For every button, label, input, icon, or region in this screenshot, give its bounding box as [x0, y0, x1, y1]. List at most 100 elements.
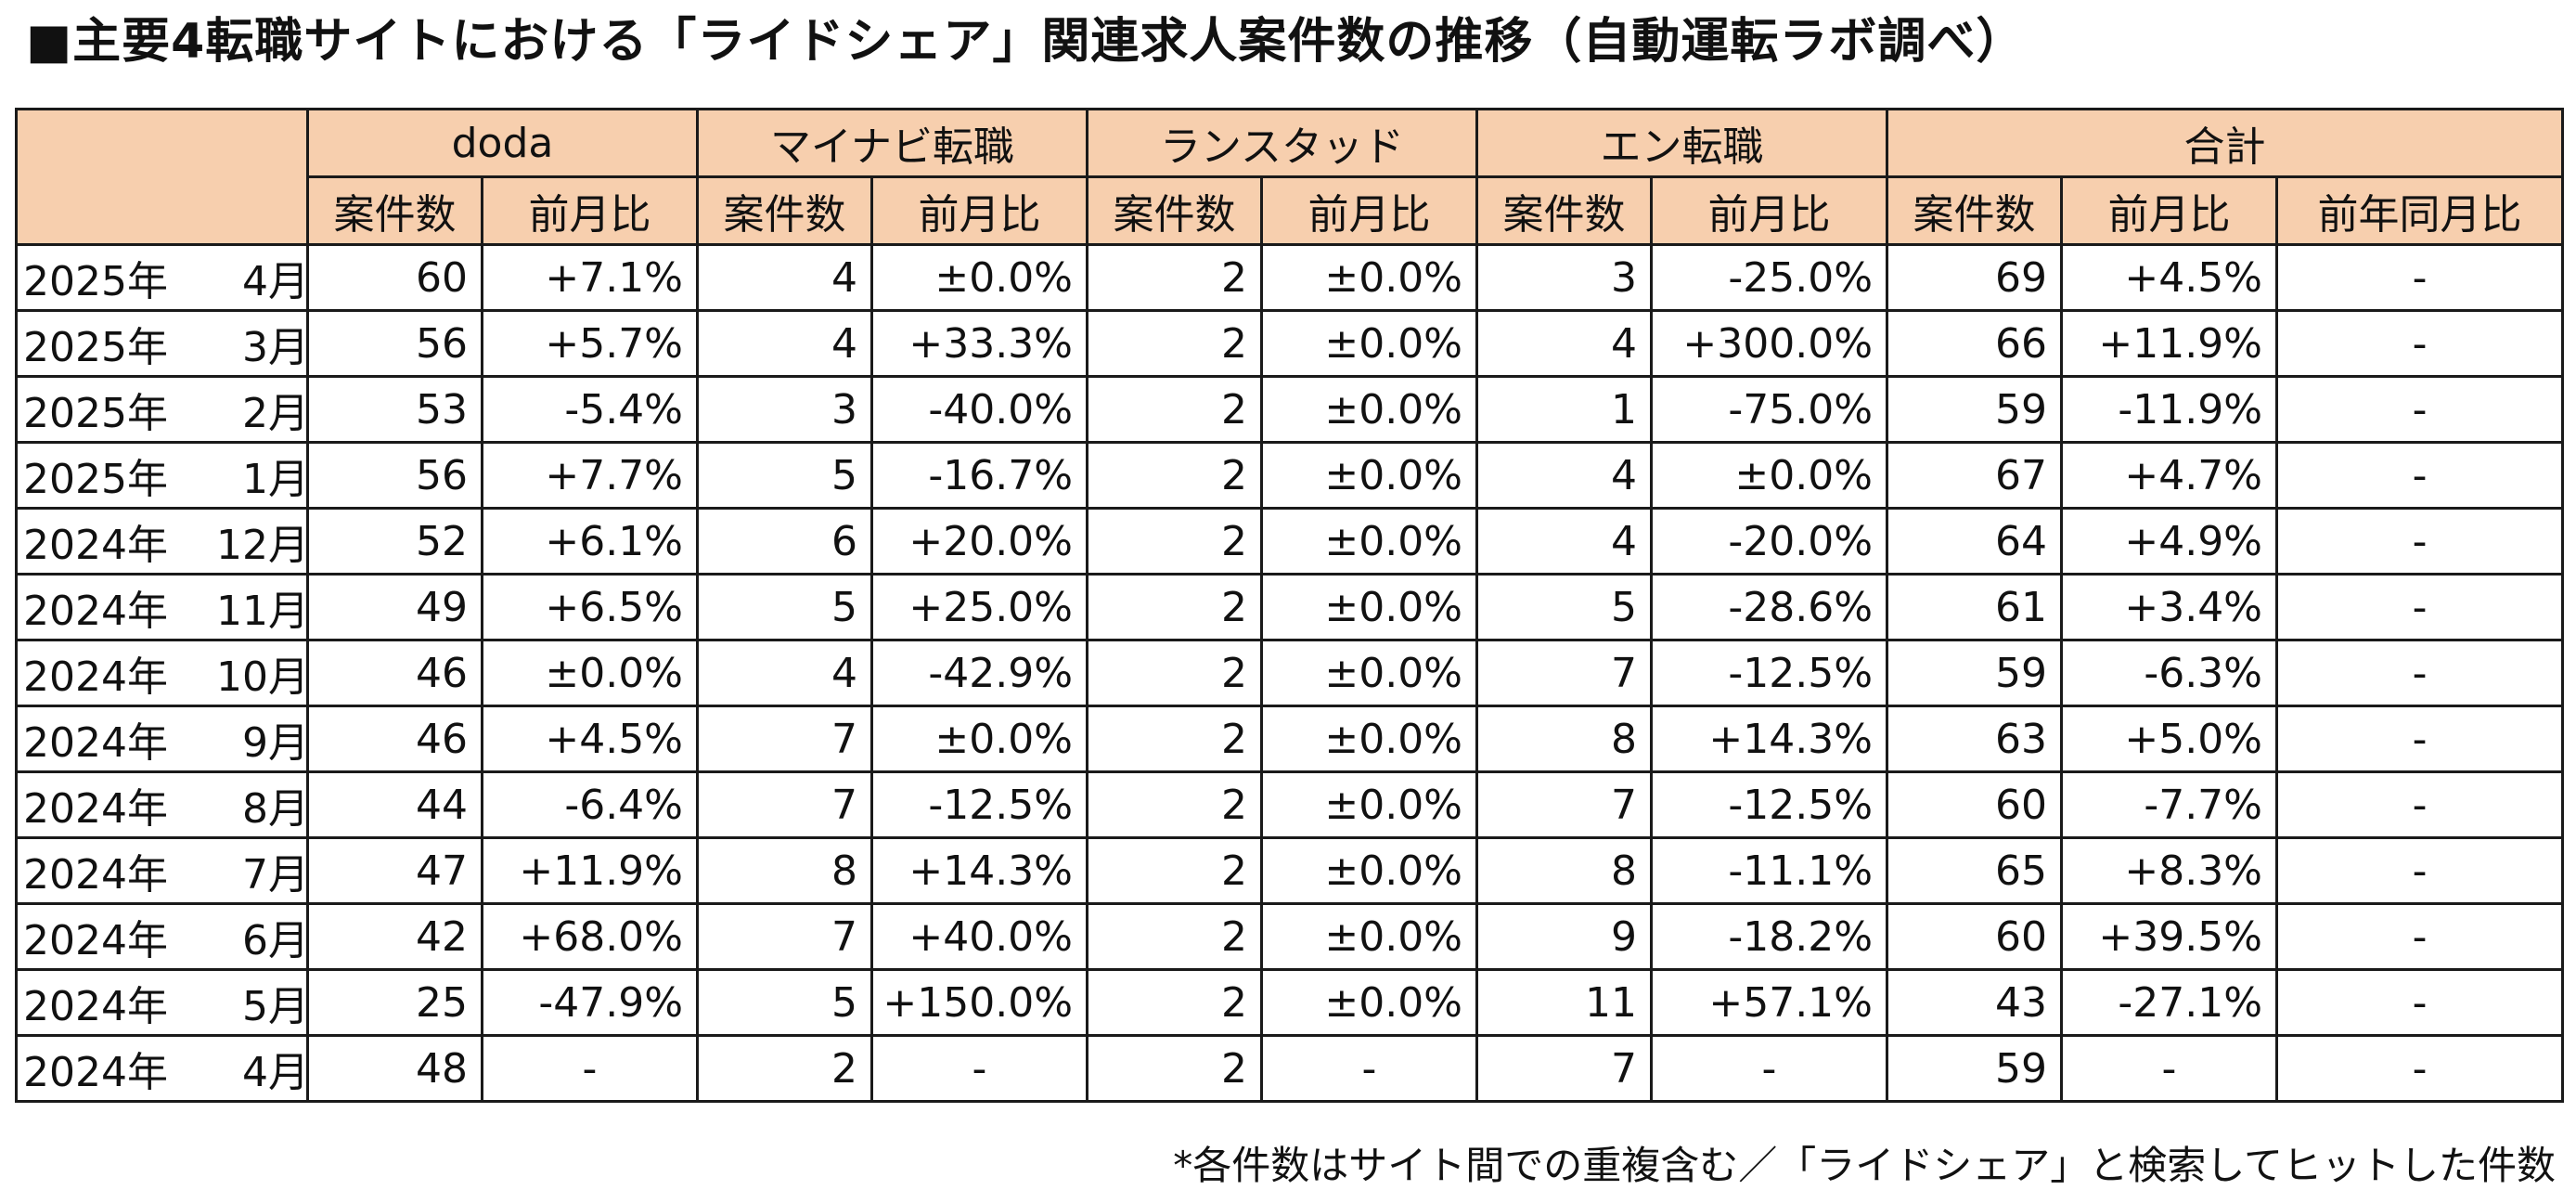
month-label: 6月 — [242, 917, 308, 964]
mom-cell: ±0.0% — [1260, 836, 1478, 905]
count-cell: 59 — [1886, 639, 2063, 707]
mom-cell: ±0.0% — [1260, 705, 1478, 773]
mom-cell: ±0.0% — [1260, 507, 1478, 576]
mom-cell: +11.9% — [481, 836, 699, 905]
mom-cell: +8.3% — [2060, 836, 2278, 905]
count-cell: 67 — [1886, 441, 2063, 510]
yoy-cell: - — [2274, 836, 2565, 905]
mom-cell: - — [481, 1034, 699, 1103]
mom-cell: -40.0% — [870, 375, 1088, 444]
count-cell: 2 — [1086, 770, 1263, 839]
count-cell: 7 — [1475, 639, 1653, 707]
sub-header-count: 案件数 — [306, 175, 483, 246]
mom-cell: - — [1260, 1034, 1478, 1103]
mom-cell: ±0.0% — [870, 705, 1088, 773]
mom-cell: - — [2060, 1034, 2278, 1103]
site-header-mynavi: マイナビ転職 — [696, 108, 1088, 178]
count-cell: 47 — [306, 836, 483, 905]
count-cell: 2 — [1086, 507, 1263, 576]
mom-cell: +6.5% — [481, 573, 699, 641]
count-cell: 65 — [1886, 836, 2063, 905]
yoy-cell: - — [2274, 1034, 2565, 1103]
mom-cell: -12.5% — [1650, 770, 1888, 839]
count-cell: 8 — [1475, 836, 1653, 905]
sub-header-count: 案件数 — [1086, 175, 1263, 246]
footnote: *各件数はサイト間での重複含む／「ライドシェア」と検索してヒットした件数 — [1173, 1143, 2556, 1188]
yoy-cell: - — [2274, 902, 2565, 971]
count-cell: 56 — [306, 441, 483, 510]
count-cell: 2 — [1086, 243, 1263, 312]
sub-header-count: 案件数 — [1475, 175, 1653, 246]
table-row: 2025年 3月 56 +5.7% 4 +33.3% 2 ±0.0% 4 +300.0% 66 +11… — [15, 309, 2565, 378]
sub-header-count: 案件数 — [1886, 175, 2063, 246]
mom-cell: +150.0% — [870, 968, 1088, 1037]
year-label: 2024年 — [23, 522, 168, 569]
year-label: 2024年 — [23, 1049, 168, 1096]
mom-cell: -16.7% — [870, 441, 1088, 510]
count-cell: 7 — [1475, 770, 1653, 839]
mom-cell: +7.7% — [481, 441, 699, 510]
count-cell: 2 — [1086, 836, 1263, 905]
mom-cell: -11.9% — [2060, 375, 2278, 444]
site-header-randstad: ランスタッド — [1086, 108, 1478, 178]
mom-cell: ±0.0% — [481, 639, 699, 707]
mom-cell: -28.6% — [1650, 573, 1888, 641]
mom-cell: ±0.0% — [1260, 375, 1478, 444]
period-cell: 2024年 12月 — [15, 507, 309, 576]
sub-header-count: 案件数 — [696, 175, 873, 246]
count-cell: 2 — [1086, 1034, 1263, 1103]
month-label: 7月 — [242, 851, 308, 899]
mom-cell: +39.5% — [2060, 902, 2278, 971]
table-row: 2025年 1月 56 +7.7% 5 -16.7% 2 ±0.0% 4 ±0.0% 67 +4.7%… — [15, 441, 2565, 510]
mom-cell: -12.5% — [870, 770, 1088, 839]
mom-cell: +11.9% — [2060, 309, 2278, 378]
count-cell: 2 — [1086, 573, 1263, 641]
count-cell: 7 — [696, 705, 873, 773]
count-cell: 44 — [306, 770, 483, 839]
count-cell: 46 — [306, 705, 483, 773]
period-cell: 2025年 1月 — [15, 441, 309, 510]
month-label: 8月 — [242, 785, 308, 833]
count-cell: 25 — [306, 968, 483, 1037]
mom-cell: -27.1% — [2060, 968, 2278, 1037]
count-cell: 7 — [696, 902, 873, 971]
count-cell: 7 — [1475, 1034, 1653, 1103]
year-label: 2025年 — [23, 456, 168, 503]
count-cell: 2 — [1086, 705, 1263, 773]
job-count-table: doda マイナビ転職 ランスタッド エン転職 合計 案件数 前月比 案件数 前… — [15, 108, 2565, 1103]
count-cell: 4 — [1475, 441, 1653, 510]
year-label: 2024年 — [23, 917, 168, 964]
year-label: 2024年 — [23, 719, 168, 767]
count-cell: 3 — [1475, 243, 1653, 312]
site-header-row: doda マイナビ転職 ランスタッド エン転職 合計 — [15, 108, 2565, 246]
period-cell: 2024年 7月 — [15, 836, 309, 905]
count-cell: 2 — [1086, 639, 1263, 707]
table-row: 2024年 11月 49 +6.5% 5 +25.0% 2 ±0.0% 5 -28.6% 61 +3.… — [15, 573, 2565, 641]
period-cell: 2024年 11月 — [15, 573, 309, 641]
count-cell: 2 — [1086, 375, 1263, 444]
sub-header-mom: 前月比 — [870, 175, 1088, 246]
count-cell: 5 — [696, 968, 873, 1037]
mom-cell: +4.5% — [2060, 243, 2278, 312]
yoy-cell: - — [2274, 441, 2565, 510]
year-label: 2024年 — [23, 983, 168, 1030]
mom-cell: -11.1% — [1650, 836, 1888, 905]
count-cell: 56 — [306, 309, 483, 378]
sub-header-row: 案件数 前月比 案件数 前月比 案件数 前月比 案件数 前月比 案件数 前月比 … — [17, 175, 2565, 246]
count-cell: 7 — [696, 770, 873, 839]
mom-cell: +3.4% — [2060, 573, 2278, 641]
mom-cell: -20.0% — [1650, 507, 1888, 576]
yoy-cell: - — [2274, 243, 2565, 312]
count-cell: 11 — [1475, 968, 1653, 1037]
count-cell: 5 — [696, 441, 873, 510]
site-header-en: エン転職 — [1475, 108, 1888, 178]
mom-cell: +20.0% — [870, 507, 1088, 576]
count-cell: 9 — [1475, 902, 1653, 971]
site-header-total: 合計 — [1885, 108, 2565, 178]
mom-cell: +4.7% — [2060, 441, 2278, 510]
count-cell: 2 — [1086, 968, 1263, 1037]
sub-header-mom: 前月比 — [2060, 175, 2278, 246]
mom-cell: - — [870, 1034, 1088, 1103]
count-cell: 2 — [696, 1034, 873, 1103]
mom-cell: +5.0% — [2060, 705, 2278, 773]
